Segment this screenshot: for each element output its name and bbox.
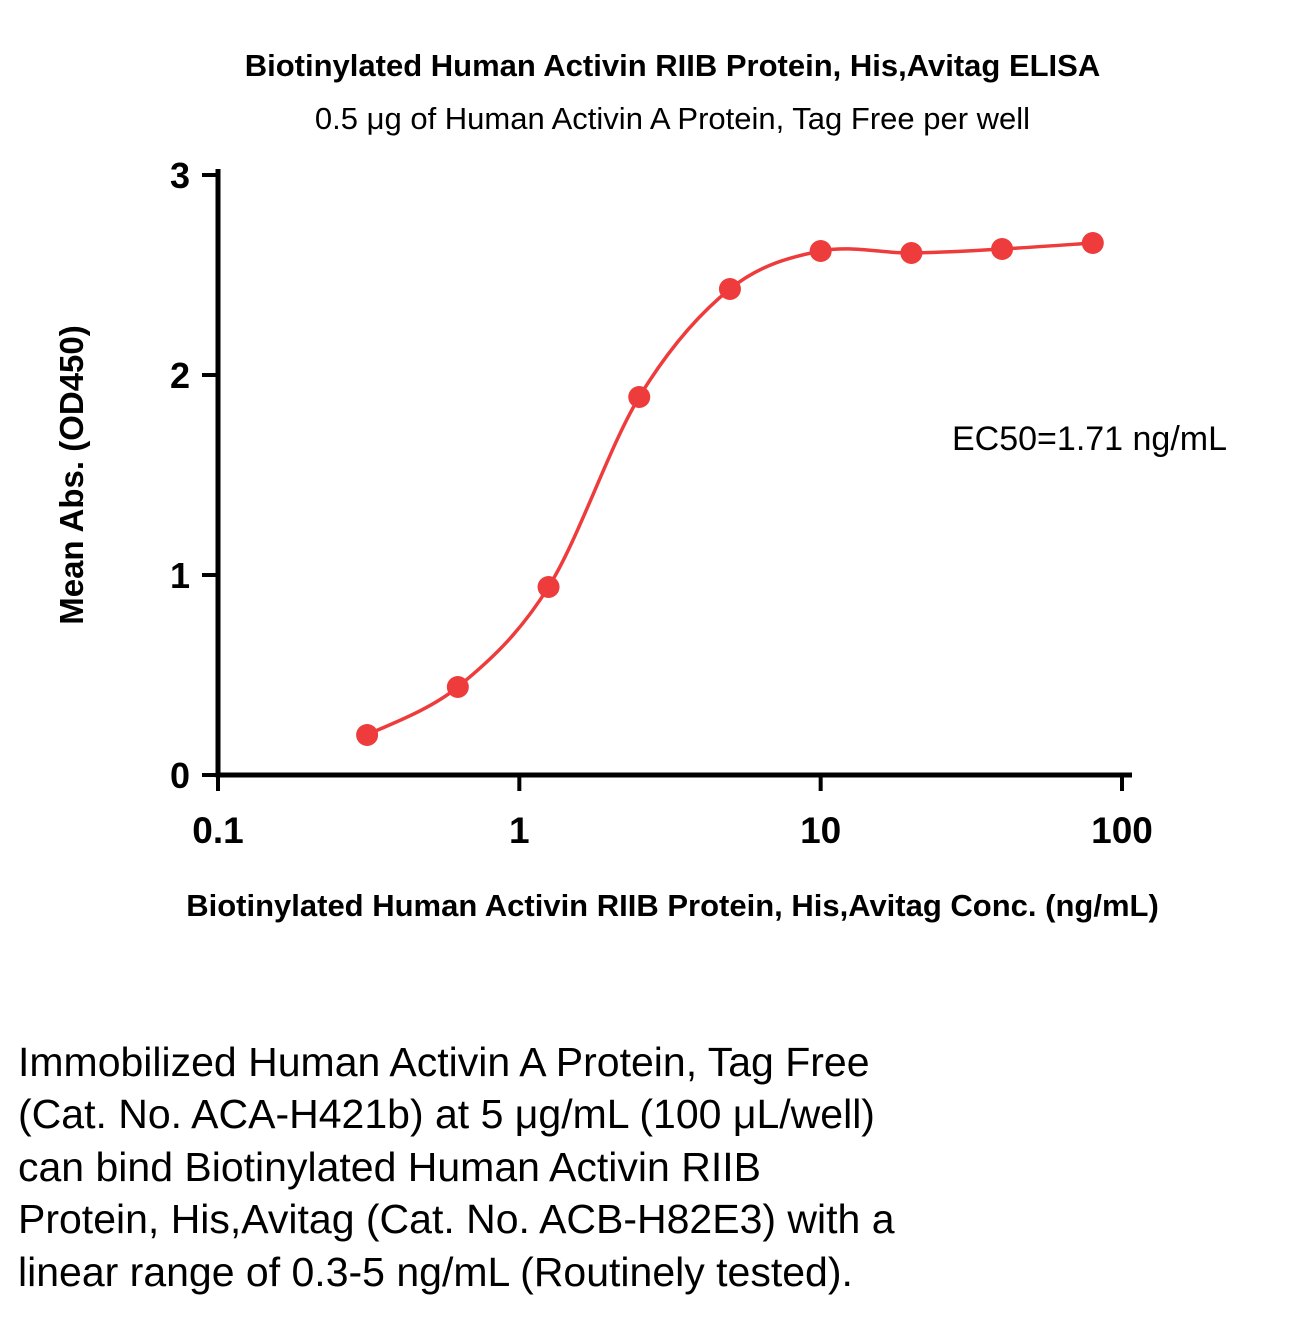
chart-subtitle: 0.5 μg of Human Activin A Protein, Tag F… — [314, 101, 1031, 136]
y-tick-label: 3 — [170, 155, 190, 196]
y-tick-label: 1 — [170, 555, 190, 596]
data-point — [991, 238, 1014, 260]
caption-line-2: (Cat. No. ACA-H421b) at 5 μg/mL (100 μL/… — [18, 1091, 875, 1138]
x-tick-label: 1 — [509, 810, 530, 851]
data-point — [537, 576, 560, 598]
elisa-curve-plot: 0.1 1 10 100 0 1 2 3 — [170, 155, 1153, 851]
fitted-curve — [366, 241, 1093, 737]
caption-line-1: Immobilized Human Activin A Protein, Tag… — [18, 1039, 870, 1085]
data-point — [718, 278, 741, 300]
data-point — [628, 386, 651, 408]
data-point — [900, 242, 923, 264]
x-tick-label: 100 — [1091, 810, 1153, 851]
ec50-annotation: EC50=1.71 ng/mL — [952, 420, 1228, 458]
data-point — [1081, 232, 1104, 254]
figure-caption: Immobilized Human Activin A Protein, Tag… — [18, 1036, 1198, 1298]
caption-line-3: can bind Biotinylated Human Activin RIIB — [18, 1143, 761, 1190]
data-point — [809, 240, 832, 262]
x-tick-label: 10 — [800, 810, 841, 851]
y-tick-label: 0 — [170, 755, 190, 796]
caption-line-5: linear range of 0.3-5 ng/mL (Routinely t… — [18, 1248, 853, 1295]
caption-line-4: Protein, His,Avitag (Cat. No. ACB-H82E3)… — [18, 1196, 895, 1243]
y-axis-label: Mean Abs. (OD450) — [53, 325, 90, 625]
chart-title: Biotinylated Human Activin RIIB Protein,… — [244, 48, 1101, 83]
x-axis-label: Biotinylated Human Activin RIIB Protein,… — [186, 888, 1159, 923]
y-tick-label: 2 — [170, 355, 190, 396]
data-point — [356, 724, 379, 746]
x-tick-label: 0.1 — [192, 810, 243, 851]
data-point — [446, 676, 469, 698]
